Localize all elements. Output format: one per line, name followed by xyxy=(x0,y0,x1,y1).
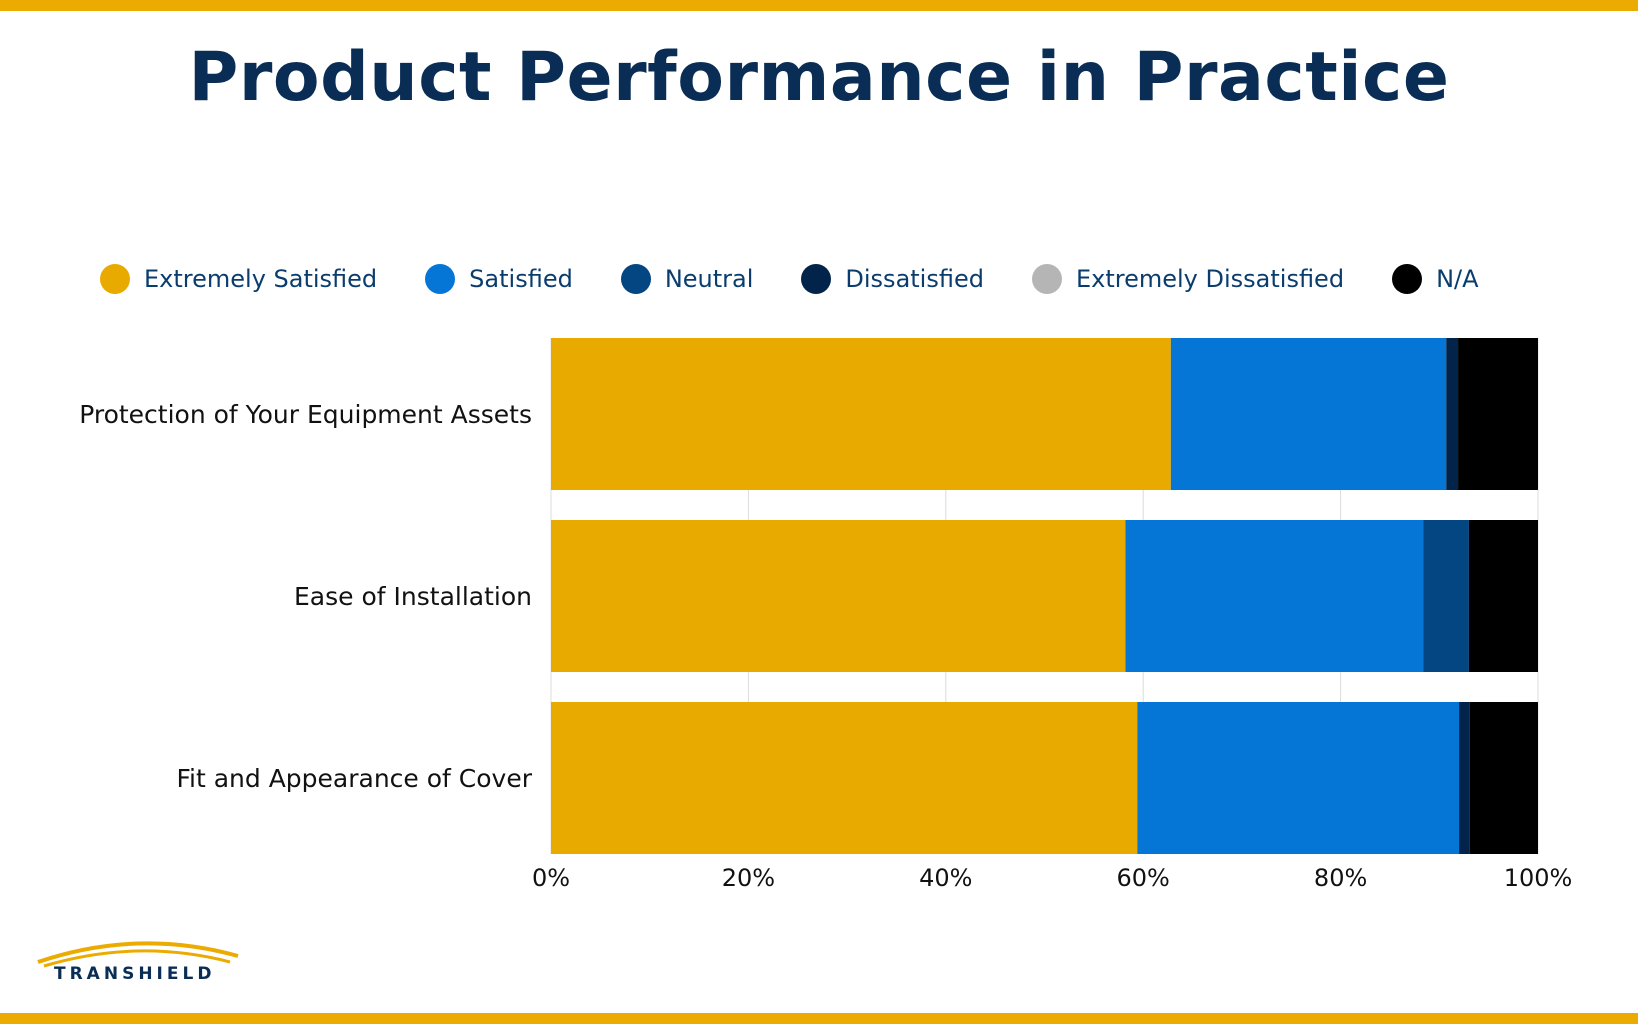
legend-item: Dissatisfied xyxy=(801,264,984,294)
bottom-accent-band xyxy=(0,1013,1638,1024)
bar-segment xyxy=(1468,520,1538,672)
category-label: Fit and Appearance of Cover xyxy=(176,764,532,793)
legend-item: N/A xyxy=(1392,264,1479,294)
bar-segment xyxy=(551,702,1138,854)
legend-swatch xyxy=(1392,264,1423,294)
chart-title: Product Performance in Practice xyxy=(188,38,1450,117)
bar-segment xyxy=(1125,520,1424,672)
legend-label: Neutral xyxy=(664,265,754,293)
legend-swatch xyxy=(1031,264,1062,294)
legend-label: Extremely Satisfied xyxy=(144,265,378,293)
legend-swatch xyxy=(425,264,456,294)
legend-swatch xyxy=(100,264,130,294)
bar-segment xyxy=(1137,702,1460,854)
bar-segment xyxy=(1458,338,1538,490)
legend: Extremely Satisfied Satisfied Neutral Dissa… xyxy=(100,262,1527,296)
bar-segment xyxy=(1469,702,1538,854)
x-tick-label: 60% xyxy=(1117,864,1170,892)
bar-segment xyxy=(1446,338,1459,490)
x-tick-label: 80% xyxy=(1314,864,1367,892)
x-tick-label: 40% xyxy=(919,864,972,892)
category-label: Ease of Installation xyxy=(294,582,532,611)
x-tick-label: 100% xyxy=(1504,864,1573,892)
legend-item: Neutral xyxy=(620,264,754,294)
brand-name: TRANSHIELD xyxy=(54,964,216,984)
category-label: Protection of Your Equipment Assets xyxy=(79,400,532,429)
x-tick-label: 0% xyxy=(532,864,570,892)
legend-label: Satisfied xyxy=(469,265,573,293)
bar-segment xyxy=(1459,702,1470,854)
transhield-logo-arc xyxy=(37,941,239,968)
top-accent-band xyxy=(0,0,1638,11)
x-tick-label: 20% xyxy=(722,864,775,892)
legend-label: Dissatisfied xyxy=(845,265,984,293)
legend-swatch xyxy=(620,264,651,294)
legend-item: Extremely Dissatisfied xyxy=(1031,264,1345,294)
bar-segment xyxy=(1423,520,1469,672)
legend-item: Satisfied xyxy=(425,264,573,294)
bar-segment xyxy=(551,338,1171,490)
legend-label: N/A xyxy=(1436,265,1479,293)
legend-swatch xyxy=(801,264,832,294)
bar-segment xyxy=(1170,338,1447,490)
legend-item: Extremely Satisfied xyxy=(100,264,377,294)
legend-label: Extremely Dissatisfied xyxy=(1075,265,1345,293)
bar-segment xyxy=(551,520,1126,672)
